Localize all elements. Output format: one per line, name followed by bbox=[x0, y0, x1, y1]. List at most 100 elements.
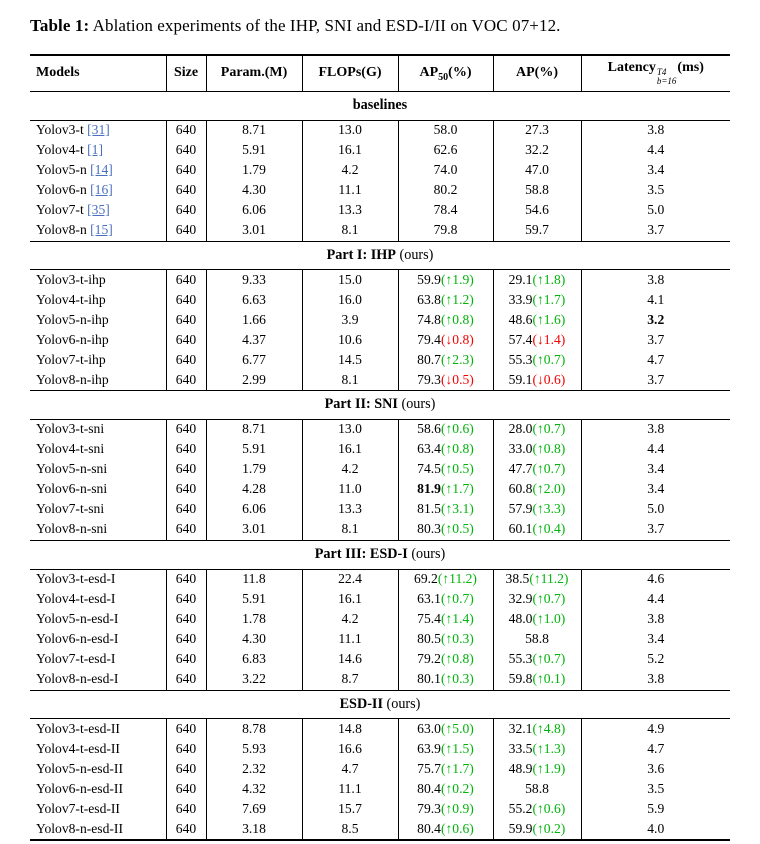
size-cell: 640 bbox=[165, 220, 206, 242]
model-cell: Yolov4-t-sni bbox=[30, 440, 166, 460]
flops-cell-value: 4.2 bbox=[341, 461, 359, 477]
ap50-cell-value: 79.3 bbox=[417, 371, 441, 387]
table-row: Yolov4-t-ihp 640 6.63 16.0 63.8(↑1.2) 33.9(↑1… bbox=[30, 290, 730, 311]
model-cell: Yolov5-n-ihp bbox=[30, 310, 166, 330]
flops-cell-value: 16.1 bbox=[338, 591, 362, 607]
flops-cell: 11.1 bbox=[301, 629, 398, 650]
ap50-cell-delta: (↑0.7) bbox=[440, 591, 474, 607]
flops-cell: 11.0 bbox=[301, 479, 398, 500]
param-cell: 5.91 bbox=[205, 589, 302, 610]
citation-link[interactable]: [31] bbox=[87, 122, 110, 138]
size-cell: 640 bbox=[165, 819, 206, 841]
flops-cell: 4.2 bbox=[301, 459, 398, 480]
ap50-cell: 74.5(↑0.5) bbox=[397, 459, 493, 480]
ap50-cell: 80.2 bbox=[397, 180, 493, 201]
ap-cell: 59.9(↑0.2) bbox=[492, 819, 581, 841]
ap50-cell-value: 59.9 bbox=[417, 271, 441, 287]
model-name: Yolov8-n-ihp bbox=[36, 371, 109, 387]
param-cell-value: 6.83 bbox=[242, 651, 266, 667]
model-cell: Yolov6-n-ihp bbox=[30, 330, 166, 350]
table-row: Yolov4-t-esd-I 640 5.91 16.1 63.1(↑0.7) 32.9(… bbox=[30, 589, 730, 610]
flops-cell-value: 4.2 bbox=[341, 611, 359, 627]
size-cell-value: 640 bbox=[175, 611, 197, 627]
flops-cell-value: 13.3 bbox=[338, 501, 362, 517]
flops-cell-value: 4.2 bbox=[341, 162, 359, 178]
citation-link[interactable]: [14] bbox=[90, 162, 113, 178]
ap50-cell: 80.1(↑0.3) bbox=[397, 669, 493, 690]
param-cell: 8.78 bbox=[205, 718, 302, 740]
size-cell: 640 bbox=[165, 419, 206, 440]
ap-cell-value: 59.1 bbox=[508, 371, 533, 387]
ap-cell: 58.8 bbox=[492, 629, 581, 650]
ap50-cell-delta: (↑5.0) bbox=[440, 720, 474, 736]
model-cell: Yolov6-n-esd-I bbox=[30, 630, 166, 650]
flops-cell-value: 8.1 bbox=[341, 222, 359, 238]
ap50-cell-value: 81.5 bbox=[417, 501, 441, 517]
model-name: Yolov7-t-ihp bbox=[36, 351, 106, 367]
table-row: Yolov3-t-esd-I 640 11.8 22.4 69.2(↑11.2) 38.5… bbox=[30, 569, 730, 590]
ap50-cell-delta: (↑1.7) bbox=[440, 481, 474, 497]
latency-cell-value: 4.6 bbox=[647, 571, 665, 587]
ap-cell: 38.5(↑11.2) bbox=[492, 569, 581, 590]
ap-cell: 28.0(↑0.7) bbox=[492, 419, 581, 440]
flops-cell: 15.0 bbox=[301, 269, 398, 291]
param-cell-value: 11.8 bbox=[242, 571, 266, 587]
latency-cell-value: 3.8 bbox=[647, 271, 665, 287]
latency-cell: 3.7 bbox=[580, 330, 730, 351]
size-cell-value: 640 bbox=[175, 291, 197, 307]
section-title-cell: Part I: IHP (ours) bbox=[30, 240, 730, 271]
ap50-unit: (%) bbox=[448, 64, 472, 80]
latency-cell-value: 3.2 bbox=[647, 311, 665, 327]
model-name: Yolov8-n-esd-I bbox=[36, 671, 119, 687]
latency-cell-value: 5.2 bbox=[647, 651, 665, 667]
ap-cell-delta: (↑2.0) bbox=[532, 481, 566, 497]
ap50-cell-value: 80.4 bbox=[417, 780, 441, 796]
ap50-cell: 78.4 bbox=[397, 200, 493, 221]
table-row: Yolov6-n-sni 640 4.28 11.0 81.9(↑1.7) 60.8(↑2… bbox=[30, 479, 730, 500]
section-title-normal: (ours) bbox=[395, 246, 434, 263]
citation-link[interactable]: [15] bbox=[90, 222, 113, 238]
param-cell-value: 7.69 bbox=[242, 800, 266, 816]
ap-cell-delta: (↑1.9) bbox=[532, 760, 566, 776]
ap-cell-value: 33.0 bbox=[508, 441, 533, 457]
table-row: Yolov5-n-sni 640 1.79 4.2 74.5(↑0.5) 47.7(↑0.… bbox=[30, 459, 730, 480]
flops-cell: 11.1 bbox=[301, 180, 398, 201]
ap50-label: AP bbox=[419, 64, 439, 80]
ap50-cell: 79.3(↑0.9) bbox=[397, 799, 493, 820]
param-cell-value: 6.63 bbox=[242, 291, 266, 307]
size-cell-value: 640 bbox=[175, 461, 197, 477]
flops-cell-value: 14.8 bbox=[338, 720, 362, 736]
flops-cell: 13.0 bbox=[301, 120, 398, 141]
ap-cell-value: 32.1 bbox=[508, 720, 533, 736]
ap50-cell-value: 74.8 bbox=[417, 311, 441, 327]
ap-cell: 58.8 bbox=[492, 180, 581, 201]
flops-cell: 22.4 bbox=[301, 569, 398, 590]
param-cell-value: 5.91 bbox=[242, 441, 266, 457]
ap-cell: 47.0 bbox=[492, 160, 581, 181]
table-row: Yolov7-t-sni 640 6.06 13.3 81.5(↑3.1) 57.9(↑3… bbox=[30, 499, 730, 520]
table-row: Yolov4-t-sni 640 5.91 16.1 63.4(↑0.8) 33.0(↑0… bbox=[30, 439, 730, 460]
ap-cell-delta: (↑11.2) bbox=[529, 571, 569, 587]
latency-cell: 4.4 bbox=[580, 589, 730, 610]
latency-cell: 5.2 bbox=[580, 649, 730, 670]
size-cell: 640 bbox=[165, 160, 206, 181]
model-cell: Yolov3-t-sni bbox=[30, 419, 166, 439]
size-cell-value: 640 bbox=[175, 222, 197, 238]
citation-link[interactable]: [35] bbox=[87, 202, 110, 218]
latency-cell: 3.4 bbox=[580, 459, 730, 480]
ap50-cell-delta: (↑1.2) bbox=[440, 291, 474, 307]
latency-cell: 3.7 bbox=[580, 370, 730, 391]
param-cell: 1.66 bbox=[205, 310, 302, 331]
citation-link[interactable]: [16] bbox=[90, 182, 113, 198]
citation-link[interactable]: [1] bbox=[87, 142, 103, 158]
model-name: Yolov4-t-esd-II bbox=[36, 740, 120, 756]
param-cell-value: 6.06 bbox=[242, 501, 266, 517]
model-name: Yolov5-n bbox=[36, 162, 87, 178]
param-cell: 5.91 bbox=[205, 439, 302, 460]
model-name: Yolov3-t-esd-II bbox=[36, 720, 120, 736]
model-cell: Yolov8-n-esd-II bbox=[30, 819, 166, 840]
flops-cell-value: 11.1 bbox=[338, 182, 362, 198]
table-row: Yolov5-n-esd-I 640 1.78 4.2 75.4(↑1.4) 48.0(↑… bbox=[30, 609, 730, 630]
ap50-cell-value: 80.2 bbox=[433, 182, 458, 198]
